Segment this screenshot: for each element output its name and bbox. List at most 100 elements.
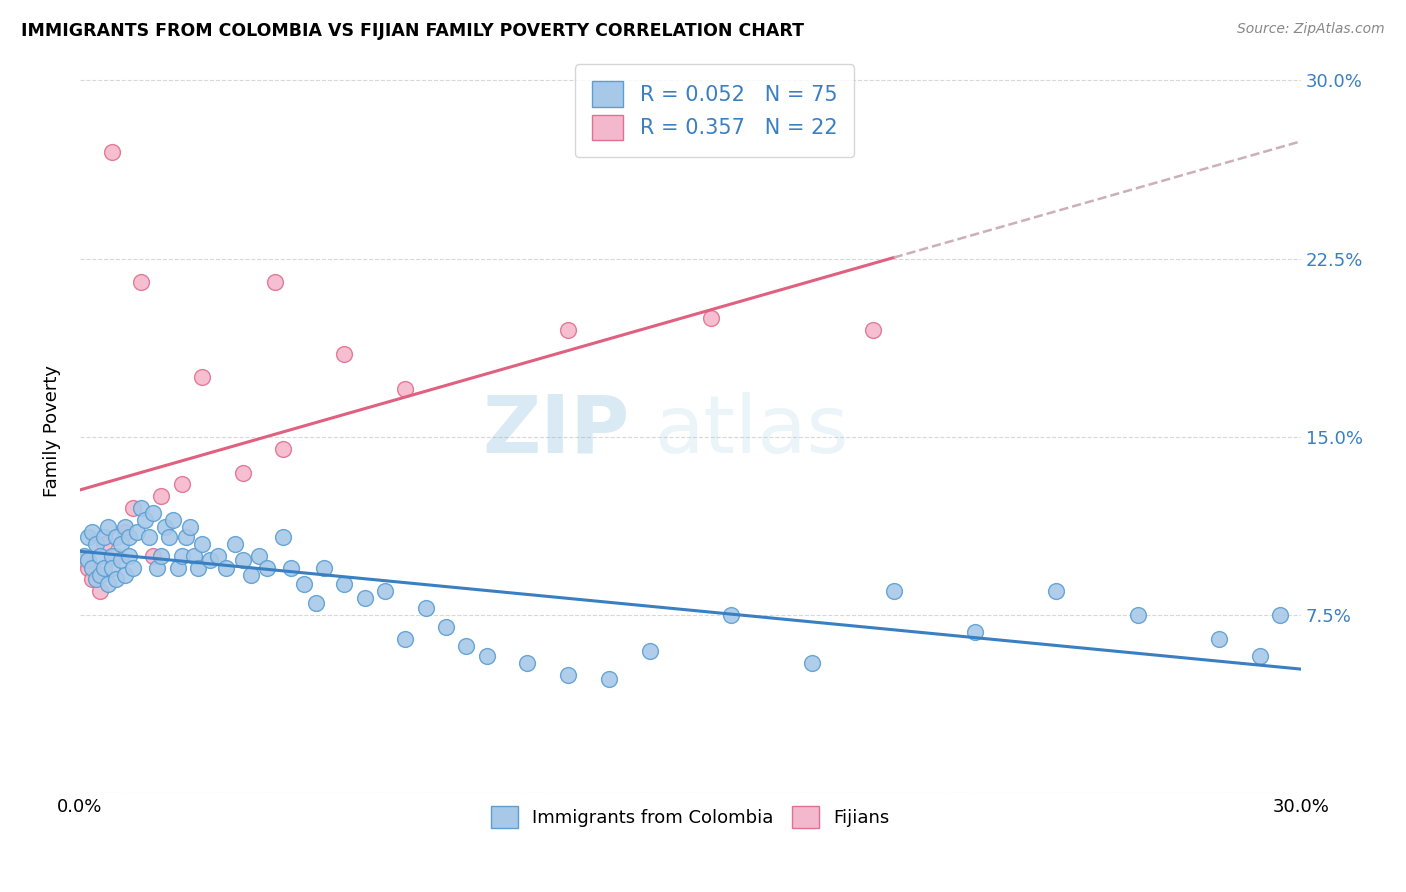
- Point: [84, 537, 107, 551]
- Point: [183, 549, 205, 563]
- Point: [174, 530, 197, 544]
- Point: [280, 560, 302, 574]
- Point: [118, 549, 141, 563]
- Point: [97, 577, 120, 591]
- Point: [157, 530, 180, 544]
- Y-axis label: Family Poverty: Family Poverty: [44, 365, 60, 497]
- Point: [121, 501, 143, 516]
- Point: [170, 477, 193, 491]
- Point: [232, 553, 254, 567]
- Point: [256, 560, 278, 574]
- Point: [312, 560, 335, 574]
- Point: [129, 501, 152, 516]
- Point: [77, 553, 100, 567]
- Point: [415, 601, 437, 615]
- Point: [80, 524, 103, 539]
- Point: [101, 549, 124, 563]
- Point: [118, 530, 141, 544]
- Point: [187, 560, 209, 574]
- Point: [239, 567, 262, 582]
- Point: [77, 530, 100, 544]
- Point: [273, 530, 295, 544]
- Point: [93, 530, 115, 544]
- Point: [121, 560, 143, 574]
- Point: [1126, 608, 1149, 623]
- Point: [598, 673, 620, 687]
- Point: [89, 584, 111, 599]
- Point: [516, 656, 538, 670]
- Point: [150, 549, 173, 563]
- Point: [264, 276, 287, 290]
- Point: [557, 323, 579, 337]
- Point: [179, 520, 201, 534]
- Point: [84, 573, 107, 587]
- Point: [638, 644, 661, 658]
- Point: [110, 537, 132, 551]
- Point: [720, 608, 742, 623]
- Point: [1208, 632, 1230, 646]
- Point: [77, 560, 100, 574]
- Point: [394, 382, 416, 396]
- Text: ZIP: ZIP: [482, 392, 630, 470]
- Point: [166, 560, 188, 574]
- Point: [162, 513, 184, 527]
- Point: [292, 577, 315, 591]
- Point: [93, 560, 115, 574]
- Legend: Immigrants from Colombia, Fijians: Immigrants from Colombia, Fijians: [484, 798, 897, 835]
- Point: [97, 520, 120, 534]
- Point: [73, 549, 96, 563]
- Point: [80, 560, 103, 574]
- Point: [333, 347, 356, 361]
- Point: [1249, 648, 1271, 663]
- Point: [305, 596, 328, 610]
- Point: [89, 567, 111, 582]
- Point: [101, 560, 124, 574]
- Point: [475, 648, 498, 663]
- Point: [191, 537, 214, 551]
- Point: [73, 553, 96, 567]
- Point: [105, 549, 128, 563]
- Point: [80, 573, 103, 587]
- Point: [801, 656, 824, 670]
- Point: [89, 549, 111, 563]
- Point: [273, 442, 295, 456]
- Point: [224, 537, 246, 551]
- Point: [374, 584, 396, 599]
- Point: [215, 560, 238, 574]
- Point: [1270, 608, 1292, 623]
- Point: [146, 560, 169, 574]
- Point: [456, 639, 478, 653]
- Text: Source: ZipAtlas.com: Source: ZipAtlas.com: [1237, 22, 1385, 37]
- Point: [101, 145, 124, 159]
- Point: [114, 524, 136, 539]
- Point: [155, 520, 177, 534]
- Point: [699, 311, 721, 326]
- Point: [142, 506, 165, 520]
- Point: [207, 549, 229, 563]
- Point: [557, 667, 579, 681]
- Point: [198, 553, 221, 567]
- Point: [1045, 584, 1067, 599]
- Point: [142, 549, 165, 563]
- Point: [232, 466, 254, 480]
- Point: [170, 549, 193, 563]
- Point: [434, 620, 457, 634]
- Text: IMMIGRANTS FROM COLOMBIA VS FIJIAN FAMILY POVERTY CORRELATION CHART: IMMIGRANTS FROM COLOMBIA VS FIJIAN FAMIL…: [21, 22, 804, 40]
- Point: [125, 524, 148, 539]
- Point: [134, 513, 156, 527]
- Point: [247, 549, 270, 563]
- Point: [333, 577, 356, 591]
- Point: [110, 553, 132, 567]
- Point: [114, 567, 136, 582]
- Point: [93, 537, 115, 551]
- Point: [105, 573, 128, 587]
- Point: [150, 489, 173, 503]
- Point: [353, 591, 375, 606]
- Point: [129, 276, 152, 290]
- Point: [862, 323, 884, 337]
- Point: [965, 624, 987, 639]
- Point: [394, 632, 416, 646]
- Point: [114, 520, 136, 534]
- Text: atlas: atlas: [654, 392, 848, 470]
- Point: [105, 530, 128, 544]
